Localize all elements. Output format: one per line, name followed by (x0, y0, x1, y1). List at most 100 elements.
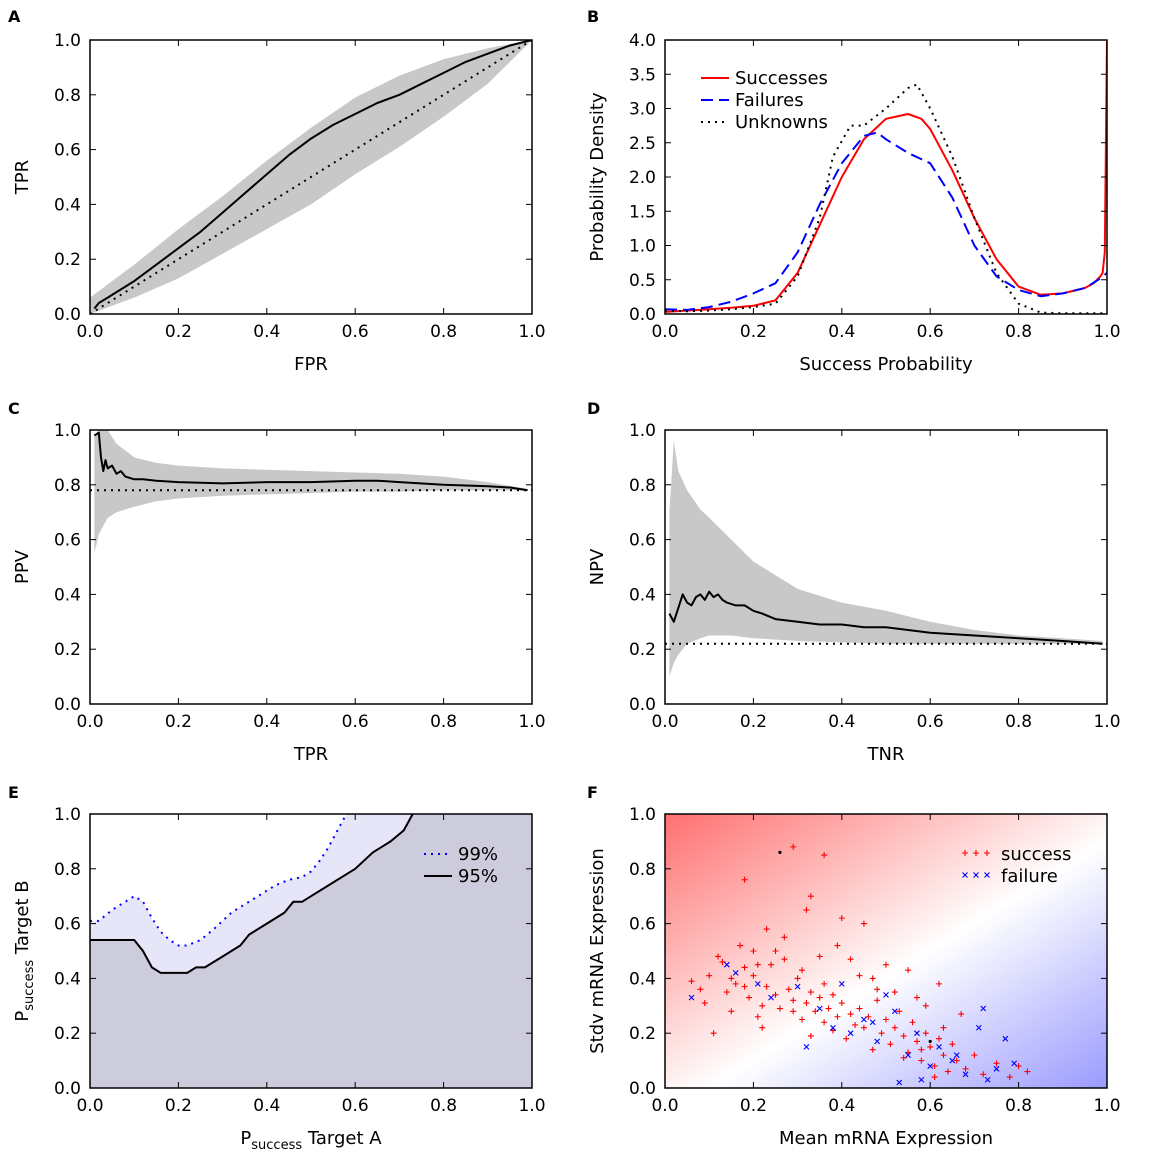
point-failure (984, 1076, 991, 1083)
panel-letter-e: E (8, 783, 19, 802)
legend-marker-failure (984, 872, 990, 878)
point-success (697, 986, 704, 993)
point-success (980, 1071, 987, 1078)
x-tick-label: 0.0 (76, 1096, 103, 1116)
point-success (821, 852, 828, 859)
y-tick-label: 0.6 (54, 915, 81, 935)
x-tick-label: 0.4 (253, 712, 280, 732)
point-success (763, 983, 770, 990)
plot-frame (89, 813, 533, 1089)
legend-marker-success (962, 850, 968, 856)
point-success (847, 956, 854, 963)
y-tick-label: 0.2 (629, 1024, 656, 1044)
point-success (944, 1068, 951, 1075)
legend-marker-failure (973, 872, 979, 878)
point-success (776, 1005, 783, 1012)
x-tick-label: 0.4 (828, 322, 855, 342)
x-tick-label: 0.4 (253, 1096, 280, 1116)
y-tick-label: 0.8 (629, 860, 656, 880)
point-success (759, 1002, 766, 1009)
x-tick-label: 0.8 (430, 1096, 457, 1116)
point-success (847, 1011, 854, 1018)
x-tick-label: 1.0 (518, 712, 545, 732)
point-success (909, 1019, 916, 1026)
point-success (971, 1052, 978, 1059)
region-95 (90, 814, 532, 1088)
series-line-mean (93, 431, 528, 492)
point-success (834, 942, 841, 949)
point-success (816, 994, 823, 1001)
point-success (1006, 1074, 1013, 1081)
point-success (838, 1000, 845, 1007)
x-axis-label: Mean mRNA Expression (779, 1128, 993, 1149)
series-line-mean (93, 40, 532, 310)
x-tick-label: 0.8 (1005, 322, 1032, 342)
point-failure (936, 1044, 942, 1050)
y-tick-label: 1.0 (629, 237, 656, 257)
plot-area (90, 814, 532, 1088)
legend-marker-failure (962, 872, 968, 878)
point-success (856, 972, 863, 979)
point-success (927, 1043, 934, 1050)
point-success (865, 1013, 872, 1020)
x-tick-label: 0.4 (253, 322, 280, 342)
y-tick-label: 0.8 (54, 476, 81, 496)
point-success (869, 1046, 876, 1053)
point-success (737, 942, 744, 949)
y-tick-label: 1.0 (54, 421, 81, 441)
point-success (706, 972, 713, 979)
x-tick-label: 0.6 (917, 322, 944, 342)
point-success (918, 1046, 925, 1053)
y-axis-label-main: P (12, 1011, 33, 1022)
plot-frame (664, 813, 1108, 1089)
x-axis-label-sub: success (251, 1138, 302, 1152)
panel-letter-f: F (587, 783, 598, 802)
point-success (816, 953, 823, 960)
point-failure (816, 1005, 823, 1012)
legend-label-successes: Successes (735, 68, 828, 89)
series-line-mean (668, 590, 1103, 645)
point-success (838, 915, 845, 922)
point-success (821, 1019, 828, 1026)
legend-marker-success (984, 850, 990, 856)
y-tick-label: 2.0 (629, 168, 656, 188)
x-tick-label: 0.2 (740, 1096, 767, 1116)
y-axis-label: Probability Density (587, 92, 608, 262)
plot-frame (664, 429, 1108, 705)
point-success (825, 1005, 832, 1012)
y-axis-label-sub: success (22, 960, 37, 1011)
point-success (878, 1030, 885, 1037)
point-success (821, 980, 828, 987)
point-success (931, 1074, 938, 1081)
y-tick-label: 0.8 (54, 86, 81, 106)
x-tick-label: 0.6 (342, 712, 369, 732)
x-tick-label: 0.6 (342, 322, 369, 342)
x-tick-label: 0.6 (342, 1096, 369, 1116)
point-success (759, 1024, 766, 1031)
legend-label-failures: Failures (735, 90, 804, 111)
x-axis-label-tail: Target A (302, 1128, 382, 1149)
y-tick-label: 0.6 (629, 531, 656, 551)
point-success (741, 876, 748, 883)
y-tick-label: 1.5 (629, 202, 656, 222)
legend-label-success: success (1001, 844, 1071, 865)
plot-frame (89, 39, 533, 315)
y-tick-label: 0.2 (629, 640, 656, 660)
point-success (754, 961, 761, 968)
legend-label-99: 99% (458, 844, 498, 865)
point-success (723, 989, 730, 996)
legend-label-failure: failure (1001, 866, 1058, 887)
point-success (874, 986, 881, 993)
point-success (750, 948, 757, 954)
y-axis-label: Stdv mRNA Expression (587, 848, 608, 1054)
point-success (949, 1041, 956, 1048)
x-tick-label: 0.0 (76, 712, 103, 732)
point-failure (732, 970, 739, 976)
x-tick-label: 0.8 (430, 712, 457, 732)
point-success (900, 1054, 907, 1061)
point-success (883, 961, 889, 968)
point-success (874, 997, 881, 1004)
x-tick-label: 1.0 (1093, 712, 1120, 732)
